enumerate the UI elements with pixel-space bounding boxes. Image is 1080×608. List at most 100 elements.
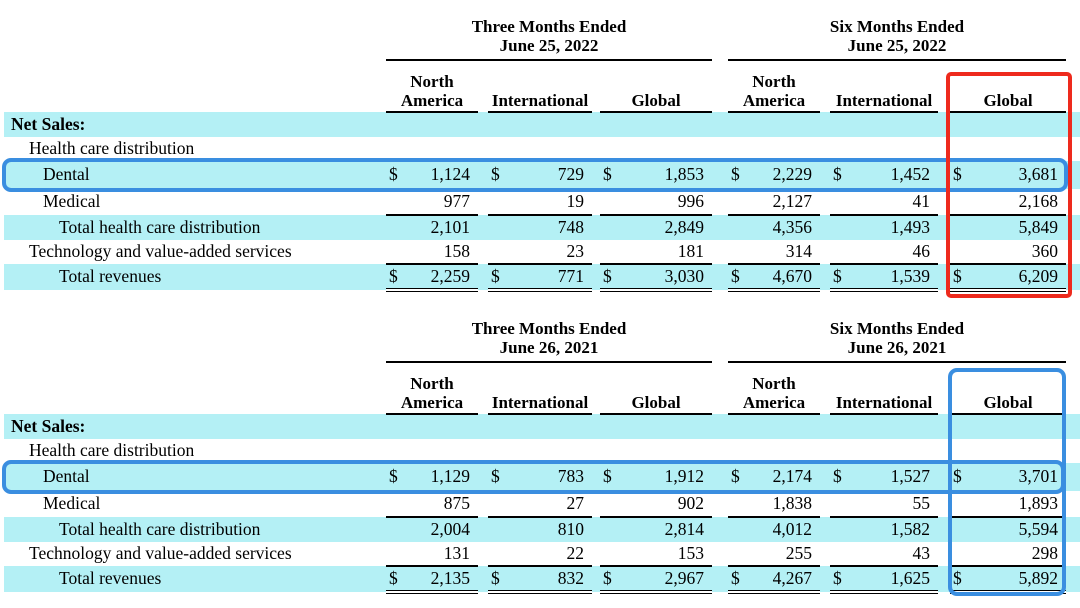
spacer-cell bbox=[592, 463, 600, 491]
column-header: Global bbox=[950, 60, 1067, 113]
value: 1,912 bbox=[664, 466, 704, 487]
value: 1,893 bbox=[1018, 492, 1059, 513]
spacer-cell bbox=[820, 215, 830, 240]
spacer-cell bbox=[820, 240, 830, 264]
value-cell: 181 bbox=[600, 240, 712, 265]
spacer-cell bbox=[1066, 215, 1080, 240]
value-cell bbox=[488, 137, 592, 161]
spacer-cell bbox=[1066, 137, 1080, 161]
column-header: Global bbox=[600, 60, 712, 113]
value: 4,012 bbox=[772, 519, 812, 540]
spacer-cell bbox=[592, 362, 600, 414]
spacer-cell bbox=[1066, 439, 1080, 463]
value-cell: $3,030 bbox=[600, 264, 712, 292]
spacer-cell bbox=[820, 414, 830, 439]
spacer-cell bbox=[478, 161, 488, 189]
row-label: Medical bbox=[43, 191, 101, 212]
column-header-line: North bbox=[752, 373, 796, 393]
currency-symbol: $ bbox=[389, 265, 398, 286]
period-header: Six Months Ended June 25, 2022 bbox=[728, 16, 1067, 61]
value-cell: 2,814 bbox=[600, 517, 712, 542]
value-cell: $1,527 bbox=[830, 463, 938, 491]
spacer-cell bbox=[938, 137, 950, 161]
period-title-line: June 26, 2021 bbox=[847, 338, 947, 358]
value: 996 bbox=[677, 190, 704, 211]
value-cell bbox=[728, 414, 820, 439]
spacer-cell bbox=[478, 137, 488, 161]
spacer-cell bbox=[938, 362, 950, 414]
spacer-cell bbox=[820, 463, 830, 491]
currency-symbol: $ bbox=[389, 466, 398, 487]
column-header-line: North bbox=[752, 71, 796, 91]
value-cell bbox=[728, 112, 820, 137]
value-cell: 43 bbox=[830, 542, 938, 567]
spacer-cell bbox=[820, 491, 830, 517]
value-cell: 5,849 bbox=[950, 215, 1067, 240]
value-cell: $2,229 bbox=[728, 161, 820, 189]
value-cell: 131 bbox=[386, 542, 478, 567]
spacer-cell bbox=[820, 137, 830, 161]
column-header: International bbox=[488, 362, 592, 415]
spacer-cell bbox=[938, 414, 950, 439]
spacer-cell bbox=[478, 439, 488, 463]
spacer-cell bbox=[712, 463, 728, 491]
currency-symbol: $ bbox=[953, 164, 962, 185]
value-cell: 27 bbox=[488, 491, 592, 518]
table-row: Net Sales: bbox=[4, 414, 1080, 439]
column-header-line: America bbox=[400, 90, 464, 110]
value: 3,701 bbox=[1018, 466, 1059, 487]
spacer-cell bbox=[938, 60, 950, 112]
value: 1,838 bbox=[772, 492, 812, 513]
value: 2,174 bbox=[772, 466, 812, 487]
currency-symbol: $ bbox=[491, 466, 500, 487]
value: 360 bbox=[1031, 240, 1059, 261]
value-cell: $1,452 bbox=[830, 161, 938, 189]
value: 2,168 bbox=[1018, 190, 1059, 211]
period-title-line: June 26, 2021 bbox=[499, 338, 599, 358]
value-cell bbox=[600, 439, 712, 463]
spacer-cell bbox=[712, 240, 728, 264]
spacer-cell bbox=[592, 189, 600, 215]
value-cell: 748 bbox=[488, 215, 592, 240]
value: 2,259 bbox=[430, 265, 470, 286]
value-cell: $783 bbox=[488, 463, 592, 491]
currency-symbol: $ bbox=[491, 265, 500, 286]
spacer-cell bbox=[820, 362, 830, 414]
value: 181 bbox=[677, 240, 704, 261]
currency-symbol: $ bbox=[389, 164, 398, 185]
value-cell: 153 bbox=[600, 542, 712, 567]
value: 902 bbox=[677, 492, 704, 513]
value: 131 bbox=[443, 542, 470, 563]
column-header-row: North America International Global North Amer… bbox=[4, 362, 1080, 415]
spacer-cell bbox=[712, 362, 728, 414]
value: 1,539 bbox=[890, 265, 930, 286]
column-header-line: International bbox=[835, 90, 933, 110]
value-cell bbox=[830, 137, 938, 161]
value-cell: 1,582 bbox=[830, 517, 938, 542]
spacer-cell bbox=[712, 517, 728, 542]
value: 4,267 bbox=[772, 567, 812, 588]
spacer-cell bbox=[820, 112, 830, 137]
table-row: Total revenues $2,135 $832 $2,967 $4,267 $1,6… bbox=[4, 566, 1080, 594]
spacer-cell bbox=[938, 439, 950, 463]
spacer-cell bbox=[1066, 491, 1080, 517]
value-cell bbox=[600, 414, 712, 439]
spacer-cell bbox=[712, 60, 728, 112]
value-cell: 902 bbox=[600, 491, 712, 518]
spacer-cell bbox=[820, 517, 830, 542]
spacer-cell bbox=[938, 491, 950, 517]
column-header: Global bbox=[950, 362, 1067, 415]
value: 5,892 bbox=[1018, 567, 1059, 588]
column-header: North America bbox=[386, 60, 478, 113]
spacer-cell bbox=[820, 542, 830, 566]
table-row: Health care distribution bbox=[4, 137, 1080, 161]
value-cell bbox=[386, 112, 478, 137]
value-cell: $1,853 bbox=[600, 161, 712, 189]
value: 6,209 bbox=[1018, 265, 1059, 286]
period-title-line: Six Months Ended bbox=[829, 319, 965, 338]
spacer-cell bbox=[478, 463, 488, 491]
spacer-cell bbox=[1066, 112, 1080, 137]
spacer-cell bbox=[938, 463, 950, 491]
row-label: Total revenues bbox=[4, 264, 386, 290]
